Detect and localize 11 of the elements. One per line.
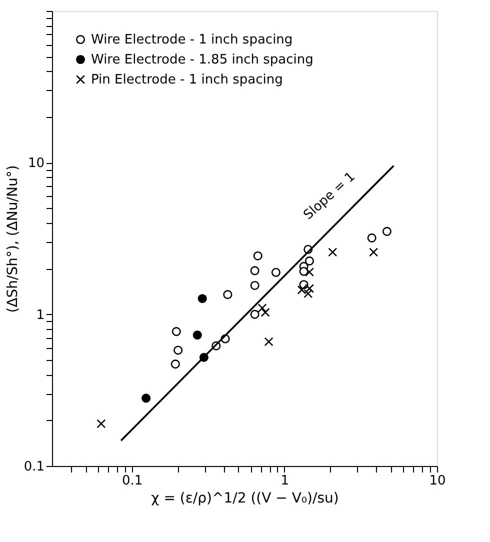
y-axis-title: (ΔSh/Sh°), (ΔNu/Nu°) [4, 165, 21, 313]
x-axis-title: χ = (ε/ρ)^1/2 ((V − V₀)/su) [151, 490, 339, 506]
legend-label: Wire Electrode - 1 inch spacing [91, 32, 293, 48]
y-tick-label: 10 [28, 156, 44, 172]
x-tick-label: 0.1 [122, 474, 143, 488]
y-tick-label: 0.1 [24, 460, 44, 474]
x-tick-label: 10 [429, 474, 446, 488]
legend-label: Wire Electrode - 1.85 inch spacing [91, 52, 314, 68]
legend-label: Pin Electrode - 1 inch spacing [91, 72, 283, 88]
y-tick-label: 1 [36, 308, 44, 323]
x-tick-label: 1 [280, 474, 290, 488]
